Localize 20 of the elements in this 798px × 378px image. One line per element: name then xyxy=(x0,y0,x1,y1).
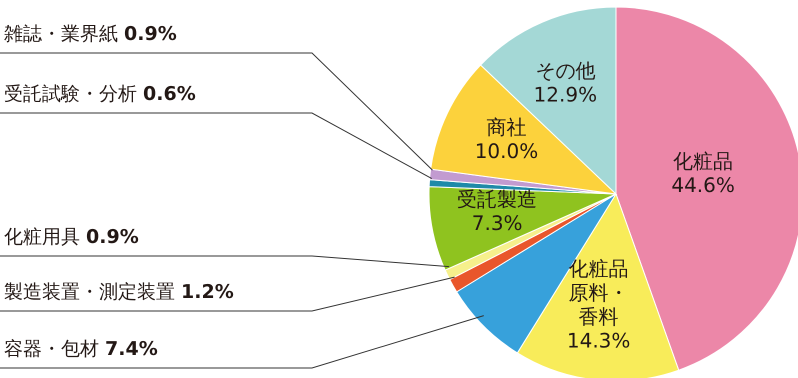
data-label: 1.2% xyxy=(181,281,234,303)
slice-label: 商社 xyxy=(486,114,526,139)
data-label: 0.6% xyxy=(143,83,196,105)
slice-label: 容器・包材 xyxy=(4,338,99,360)
data-label: 14.3% xyxy=(566,328,630,352)
data-label: 7.4% xyxy=(105,338,158,360)
data-label: 0.9% xyxy=(124,23,177,45)
data-label: 12.9% xyxy=(534,82,598,106)
data-label: 44.6% xyxy=(671,173,735,198)
slice-label: 化粧品 xyxy=(673,149,734,174)
slice-label: 受託試験・分析 xyxy=(4,83,137,105)
data-label: 10.0% xyxy=(474,138,538,163)
slice-label: その他 xyxy=(535,58,596,82)
data-label: 7.3% xyxy=(472,210,523,235)
slice-label: 製造装置・測定装置 xyxy=(4,281,175,303)
slice-label: 雑誌・業界紙 xyxy=(4,23,118,45)
slice-label: 受託製造 xyxy=(457,186,538,211)
slice-label: 化粧品原料・香料 xyxy=(568,256,629,328)
data-label: 0.9% xyxy=(86,226,139,248)
slice-label: 化粧用具 xyxy=(4,226,80,248)
